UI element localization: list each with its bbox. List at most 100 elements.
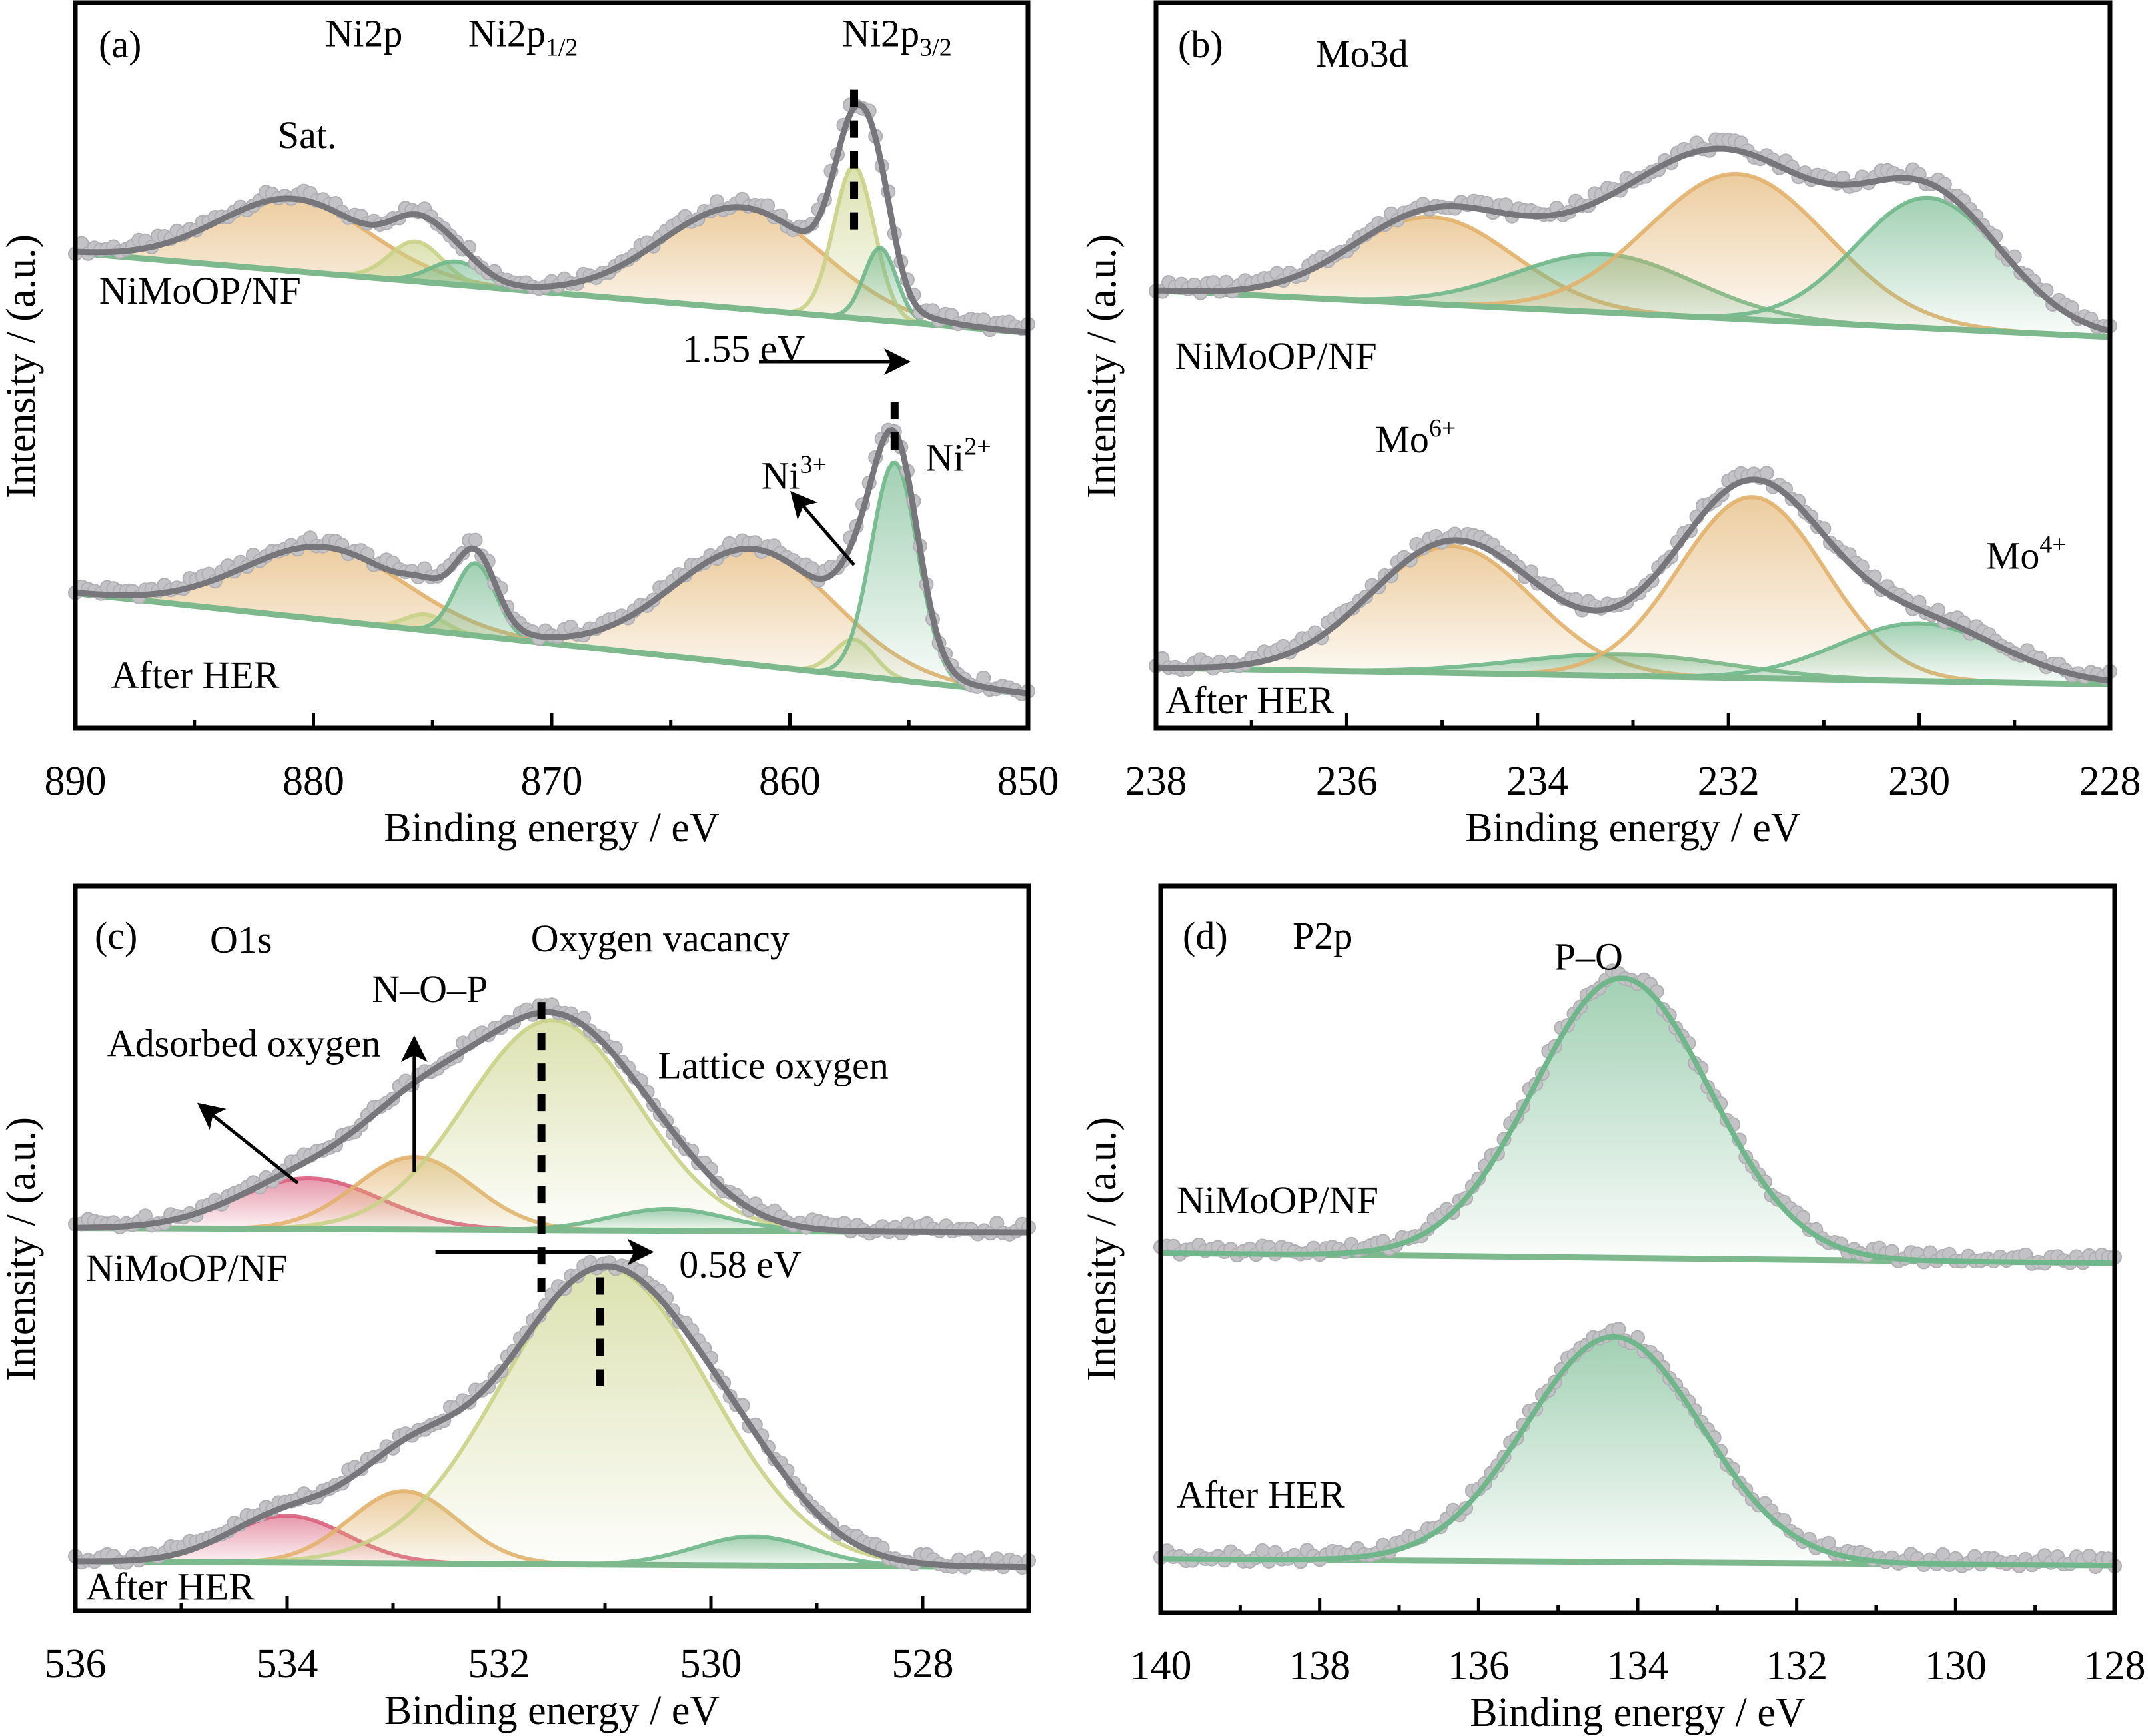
y-axis-label: Intensity / (a.u.) bbox=[1079, 1117, 1125, 1381]
x-tick-label: 536 bbox=[45, 1641, 107, 1687]
annotation-text: Adsorbed oxygen bbox=[107, 1022, 381, 1065]
annotation-text: Ni3+ bbox=[762, 451, 827, 498]
envelope-fit bbox=[75, 1009, 1029, 1236]
background-line bbox=[75, 1558, 1029, 1571]
component-fill-orange bbox=[75, 546, 1028, 694]
x-tick-label: 528 bbox=[892, 1641, 954, 1687]
component-fill-yellowgreen bbox=[75, 1267, 1029, 1567]
annotation-text: Sat. bbox=[278, 113, 337, 157]
x-tick-label: 228 bbox=[2079, 759, 2141, 804]
panel-label: (b) bbox=[1178, 23, 1223, 66]
x-axis: 890 880 870 860 850 Binding energy / eV bbox=[45, 713, 1059, 851]
component-fill-green bbox=[1161, 1336, 2115, 1566]
sample-label: NiMoOP/NF bbox=[86, 1246, 288, 1290]
x-tick-label: 850 bbox=[997, 759, 1059, 804]
x-tick-label: 860 bbox=[759, 759, 821, 804]
x-tick-label: 230 bbox=[1888, 759, 1950, 804]
panel-label: (a) bbox=[99, 23, 141, 66]
spectrum-pristine bbox=[68, 997, 1036, 1242]
x-axis-label: Binding energy / eV bbox=[384, 805, 720, 851]
annotation-text: N–O–P bbox=[372, 967, 488, 1011]
spectrum-after-her bbox=[1153, 1322, 2122, 1574]
spectrum-after-her bbox=[1149, 466, 2117, 688]
x-tick-label: 130 bbox=[1925, 1643, 1987, 1689]
annotation-text: Oxygen vacancy bbox=[531, 917, 790, 960]
plot-area bbox=[68, 997, 1036, 1575]
panel-p2p: (d) P2p NiMoOP/NF After HER P–O 140 138 136 13… bbox=[1079, 883, 2146, 1735]
component-fill-orange bbox=[75, 1491, 1029, 1567]
component-fill-orange bbox=[1156, 217, 2110, 337]
spectrum-pristine bbox=[68, 97, 1035, 338]
x-axis: 140 138 136 134 132 130 128 Binding energy / eV bbox=[1130, 1598, 2146, 1735]
x-tick-label: 128 bbox=[2084, 1643, 2146, 1689]
annotation-text: P–O bbox=[1554, 935, 1623, 978]
envelope-fit bbox=[75, 101, 1029, 336]
envelope-fit bbox=[1156, 476, 2111, 684]
spectrum-after-her bbox=[68, 422, 1035, 701]
data-point bbox=[468, 532, 483, 548]
envelope-fit bbox=[75, 427, 1029, 697]
x-tick-label: 532 bbox=[468, 1641, 530, 1687]
component-fill-orange bbox=[75, 207, 1028, 333]
x-tick-label: 140 bbox=[1130, 1643, 1192, 1689]
spectrum-pristine bbox=[1153, 963, 2122, 1271]
sample-label: After HER bbox=[86, 1565, 255, 1609]
envelope-fit bbox=[1161, 1334, 2115, 1569]
component-fill-orange bbox=[75, 198, 1028, 333]
annotation-arrow bbox=[197, 1102, 299, 1185]
annotation-text: 0.58 eV bbox=[679, 1243, 802, 1286]
sample-label: After HER bbox=[1165, 679, 1334, 722]
x-axis: 536 534 532 530 528 Binding energy / eV bbox=[45, 1596, 954, 1733]
x-tick-label: 880 bbox=[282, 759, 344, 804]
panel-title: Mo3d bbox=[1316, 32, 1408, 75]
x-tick-label: 534 bbox=[257, 1641, 318, 1687]
panel-title: P2p bbox=[1293, 914, 1352, 957]
x-tick-label: 890 bbox=[45, 759, 107, 804]
annotation-text: Ni2p1/2 bbox=[468, 11, 578, 61]
sample-label: NiMoOP/NF bbox=[99, 269, 301, 312]
y-axis-label: Intensity / (a.u.) bbox=[1079, 234, 1125, 498]
x-tick-label: 136 bbox=[1448, 1643, 1510, 1689]
background-line bbox=[1155, 665, 2111, 688]
x-tick-label: 234 bbox=[1506, 759, 1568, 804]
annotation-text: Ni2+ bbox=[925, 432, 991, 479]
panel-ni2p: (a) NiMoOP/NF After HER Ni2p Ni2p1/2 Ni2p3/2… bbox=[0, 0, 1059, 851]
x-tick-label: 530 bbox=[680, 1641, 742, 1687]
spectrum-after-her bbox=[68, 1254, 1036, 1575]
panel-title: O1s bbox=[210, 918, 272, 961]
y-axis-label: Intensity / (a.u.) bbox=[0, 1117, 44, 1381]
annotation-text: Mo4+ bbox=[1986, 530, 2067, 577]
component-fill-green bbox=[1161, 978, 2115, 1264]
x-axis-label: Binding energy / eV bbox=[1470, 1690, 1806, 1735]
y-axis-label: Intensity / (a.u.) bbox=[0, 234, 44, 498]
sample-label: NiMoOP/NF bbox=[1175, 334, 1377, 378]
component-fill-green bbox=[1156, 623, 2110, 685]
envelope-fit bbox=[75, 1263, 1029, 1571]
component-fill-yellowgreen bbox=[75, 1020, 1029, 1233]
component-fill-green bbox=[75, 1536, 1029, 1567]
sample-label: After HER bbox=[111, 653, 280, 697]
annotation-text: Mo6+ bbox=[1375, 414, 1456, 461]
x-tick-label: 238 bbox=[1125, 759, 1187, 804]
annotation-text: 1.55 eV bbox=[683, 327, 806, 370]
plot-frame bbox=[73, 883, 1031, 1613]
envelope-fit bbox=[1155, 145, 2111, 334]
plot-frame bbox=[1158, 883, 2117, 1615]
component-fill-yellowgreen bbox=[75, 166, 1028, 333]
plot-frame bbox=[1153, 0, 2113, 731]
x-tick-label: 132 bbox=[1766, 1643, 1828, 1689]
panel-mo3d: (b) Mo3d NiMoOP/NF After HER Mo6+ Mo4+ 238 23… bbox=[1079, 0, 2141, 851]
x-tick-label: 232 bbox=[1698, 759, 1760, 804]
envelope-fit bbox=[1161, 975, 2115, 1266]
plot-area bbox=[1149, 132, 2117, 688]
annotation-arrow bbox=[790, 490, 855, 566]
sample-label: NiMoOP/NF bbox=[1177, 1178, 1378, 1222]
background-line bbox=[1155, 287, 2111, 340]
x-tick-label: 138 bbox=[1289, 1643, 1350, 1689]
plot-frame bbox=[73, 0, 1031, 731]
plot-area bbox=[1153, 963, 2122, 1574]
background-line bbox=[75, 250, 1029, 336]
x-axis-label: Binding energy / eV bbox=[1465, 805, 1801, 851]
annotation-text: Lattice oxygen bbox=[658, 1043, 889, 1086]
